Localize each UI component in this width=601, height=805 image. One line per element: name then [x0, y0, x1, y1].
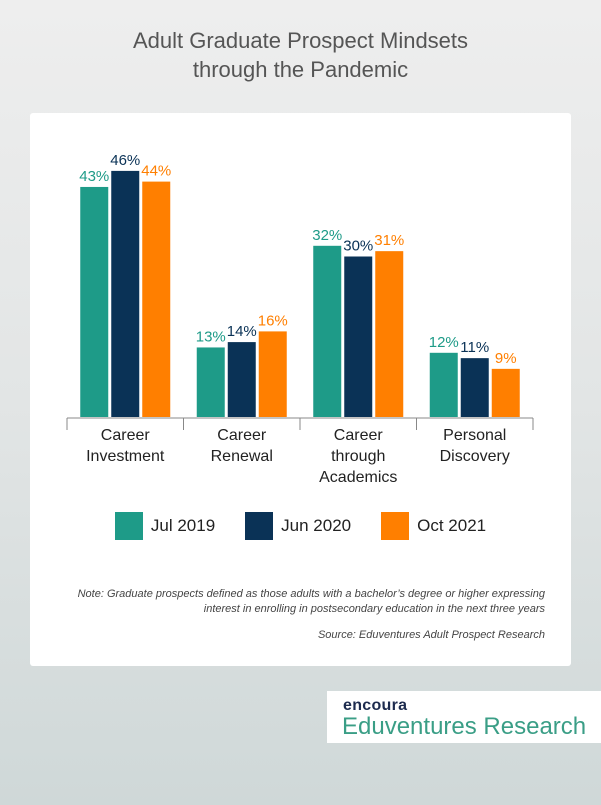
chart-title: Adult Graduate Prospect Mindsets through…: [132, 28, 469, 82]
data-label: 16%: [258, 312, 288, 329]
legend-item: Jul 2019: [114, 512, 216, 540]
legend-swatch: [114, 512, 143, 540]
legend: Jul 2019 Jun 2020 Oct 2021: [0, 512, 601, 540]
category-label: Renewal: [211, 448, 273, 465]
bar: [375, 251, 404, 417]
data-label: 43%: [79, 168, 109, 185]
category-label: Personal: [443, 427, 506, 444]
bar: [491, 368, 520, 417]
bar: [344, 256, 373, 417]
data-label: 31%: [374, 232, 404, 249]
category-label: Career: [334, 427, 384, 444]
category-label: Career: [101, 427, 151, 444]
legend-label: Jul 2019: [150, 516, 216, 535]
bar: [227, 342, 256, 417]
legend-item: Jun 2020: [245, 512, 351, 540]
data-label: 13%: [196, 328, 226, 345]
eduventures-logo: Eduventures Research: [342, 713, 587, 740]
bar: [258, 331, 287, 417]
bar: [196, 347, 225, 417]
legend-label: Oct 2021: [417, 516, 487, 535]
data-label: 46%: [110, 152, 140, 169]
logo: encoura Eduventures Research: [327, 691, 601, 743]
data-label: 44%: [141, 163, 171, 180]
legend-label: Jun 2020: [281, 516, 352, 535]
data-label: 9%: [495, 350, 517, 367]
bar: [460, 358, 489, 417]
data-label: 12%: [429, 334, 459, 351]
encoura-logo: encoura: [343, 697, 408, 714]
category-label: through: [331, 448, 385, 465]
legend-swatch: [381, 512, 410, 540]
legend-item: Oct 2021: [381, 512, 486, 540]
category-label: Academics: [319, 469, 397, 486]
source: Source: Eduventures Adult Prospect Resea…: [317, 629, 545, 641]
data-label: 32%: [312, 227, 342, 244]
category-label: Investment: [86, 448, 165, 465]
category-label: Discovery: [440, 448, 510, 465]
bar: [80, 186, 109, 417]
bar: [313, 245, 342, 417]
data-label: 30%: [343, 238, 373, 255]
legend-swatch: [245, 512, 274, 540]
category-label: Career: [217, 427, 267, 444]
data-label: 11%: [460, 339, 489, 356]
note: Note: Graduate prospects defined as thos…: [77, 588, 545, 615]
bar: [142, 181, 171, 417]
bar: [429, 352, 458, 417]
data-label: 14%: [227, 323, 257, 340]
bar: [111, 170, 140, 417]
